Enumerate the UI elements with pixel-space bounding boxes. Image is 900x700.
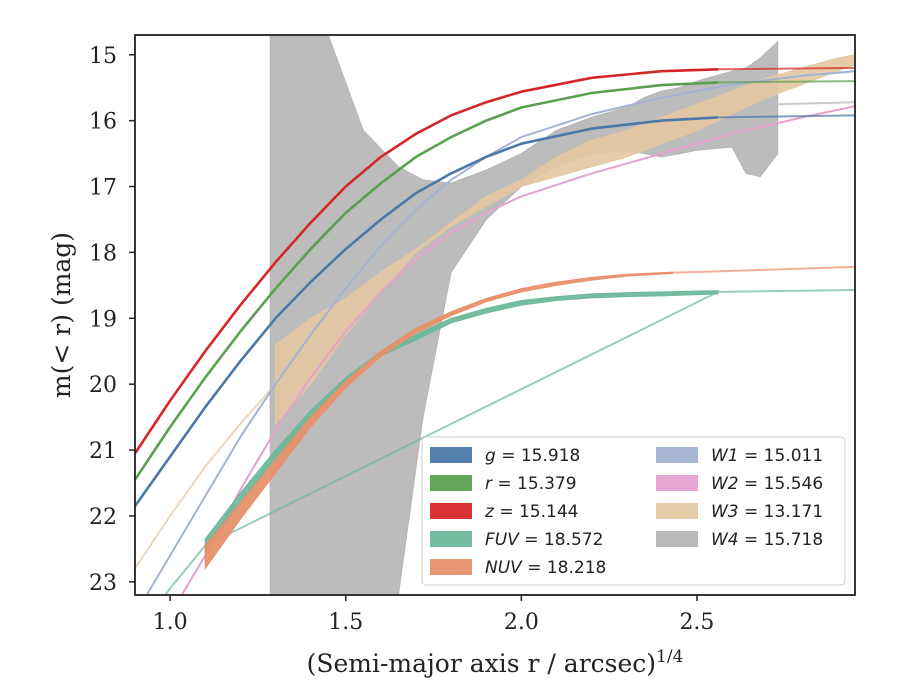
series-band-w3 [275, 54, 855, 426]
ticks-layer: 1.0 1.5 2.0 2.5 15 16 17 18 19 20 21 22 23 [89, 44, 714, 635]
legend-value-w1: = 15.011 [739, 446, 824, 466]
series-line-w2 [180, 105, 855, 595]
legend-label-nuv: NUV = 18.218 [485, 558, 606, 578]
legend-label-r: r = 15.379 [485, 474, 577, 494]
legend-swatch-w3 [656, 503, 698, 519]
legend-var-w3: W3 [711, 502, 739, 522]
legend-var-z: z [484, 502, 495, 522]
x-axis-label: (Semi-major axis r / arcsec)1/4 [307, 647, 684, 678]
legend-var-g: g [485, 446, 496, 466]
legend-box [421, 436, 846, 586]
legend-value-w2: = 15.546 [739, 474, 824, 494]
x-tick-label: 2.0 [504, 610, 539, 635]
legend-var-nuv: NUV [485, 558, 523, 578]
legend-value-fuv: = 18.572 [519, 530, 604, 550]
legend-var-r: r [485, 474, 493, 494]
legend-value-z: = 15.144 [494, 502, 579, 522]
series-line-z [135, 68, 719, 455]
legend-var-w1: W1 [711, 446, 739, 466]
legend-label-z: z = 15.144 [484, 502, 578, 522]
plot-layer [135, 35, 855, 595]
plot-frame [134, 34, 856, 596]
legend-var-w4: W4 [711, 530, 739, 550]
y-tick-label: 15 [89, 44, 117, 69]
y-tick-label: 19 [89, 307, 117, 332]
y-tick-label: 22 [89, 505, 117, 530]
series-faint-line-w4 [777, 101, 855, 106]
series-faint-line-z [717, 66, 855, 71]
y-tick-label: 20 [89, 373, 117, 398]
legend-swatch-z [430, 503, 472, 519]
legend-swatch-r [430, 475, 472, 491]
y-tick-label: 23 [89, 571, 117, 596]
legend-value-g: = 15.918 [496, 446, 581, 466]
x-tick-label: 1.5 [328, 610, 363, 635]
series-faint-line-g [717, 114, 855, 119]
legend-value-r: = 15.379 [492, 474, 577, 494]
series-faint-line-w3 [135, 383, 277, 570]
legend-var-w2: W2 [711, 474, 739, 494]
series-faint-line-r [717, 80, 855, 84]
legend-swatch-nuv [430, 559, 472, 575]
legend-value-nuv: = 18.218 [522, 558, 607, 578]
legend-label-g: g = 15.918 [485, 446, 580, 466]
legend-var-fuv: FUV [485, 530, 520, 550]
y-tick-label: 21 [89, 439, 117, 464]
legend-value-w4: = 15.718 [739, 530, 824, 550]
series-band-w4 [269, 35, 779, 595]
legend-label-w4: W4 = 15.718 [711, 530, 823, 550]
legend-label-fuv: FUV = 18.572 [485, 530, 603, 550]
legend-swatch-w4 [656, 531, 698, 547]
legend-label-w1: W1 = 15.011 [711, 446, 823, 466]
x-tick-label: 2.5 [679, 610, 714, 635]
series-faint-line-nuv [672, 265, 855, 274]
y-tick-label: 17 [89, 176, 117, 201]
legend-label-w2: W2 = 15.546 [711, 474, 823, 494]
y-axis-label: m(< r) (mag) [47, 232, 76, 398]
x-tick-label: 1.0 [153, 610, 188, 635]
legend-label-w3: W3 = 13.171 [711, 502, 823, 522]
legend-swatch-fuv [430, 531, 472, 547]
series-line-g [135, 116, 719, 507]
series-line-w1 [145, 70, 855, 595]
legend-swatch-w2 [656, 475, 698, 491]
legend-swatch-w1 [656, 447, 698, 463]
y-tick-label: 16 [89, 110, 117, 135]
legend-swatch-g [430, 447, 472, 463]
x-axis-label-main: (Semi-major axis r / arcsec) [307, 649, 656, 678]
series-line-r [135, 81, 719, 481]
y-tick-label: 18 [89, 241, 117, 266]
x-axis-label-superscript: 1/4 [656, 647, 683, 667]
legend-value-w3: = 13.171 [739, 502, 824, 522]
